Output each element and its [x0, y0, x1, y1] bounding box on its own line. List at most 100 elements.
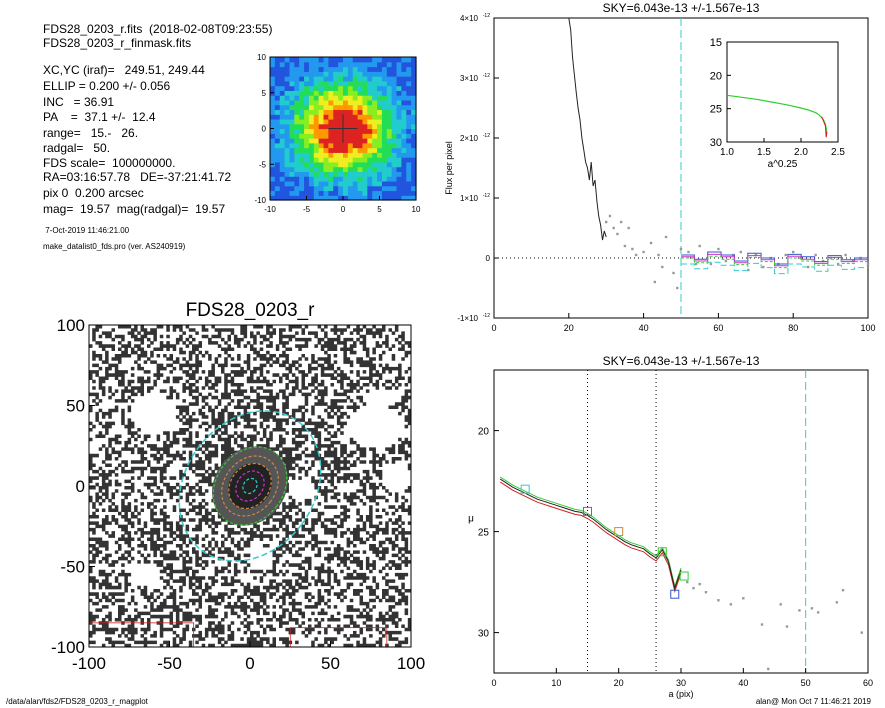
heatmap-cell — [347, 71, 354, 77]
heatmap-cell — [299, 180, 305, 187]
heatmap-cell — [401, 104, 407, 111]
heatmap-ytick-label: 0 — [262, 125, 267, 134]
heatmap-cell — [318, 57, 325, 63]
heatmap-cell — [299, 176, 305, 182]
heatmap-cell — [352, 128, 359, 134]
heatmap-cell — [381, 195, 388, 201]
heatmap-cell — [318, 104, 325, 111]
heatmap-xtick-label: 5 — [377, 205, 382, 214]
heatmap-cell — [347, 152, 354, 158]
heatmap-cell — [352, 190, 359, 196]
heatmap-cell — [406, 104, 412, 111]
heatmap-cell — [357, 180, 364, 187]
heatmap-cell — [401, 157, 407, 163]
heatmap-cell — [338, 76, 344, 82]
flux-data-point — [739, 250, 743, 254]
heatmap-cell — [396, 152, 402, 158]
mu-data-point — [816, 611, 820, 614]
heatmap-cell — [391, 157, 398, 163]
heatmap-cell — [304, 66, 310, 72]
heatmap-cell — [386, 95, 393, 101]
heatmap-cell — [411, 190, 417, 196]
heatmap-cell — [313, 147, 320, 153]
heatmap-cell — [362, 114, 368, 120]
heatmap-cell — [304, 80, 310, 87]
heatmap-cell — [338, 171, 344, 177]
flux-data-point — [747, 268, 750, 272]
heatmap-cell — [352, 180, 359, 187]
heatmap-cell — [386, 85, 393, 91]
header-param-6: FDS scale= 100000000. — [43, 156, 176, 170]
heatmap-cell — [352, 71, 359, 77]
mu-data-point — [835, 601, 839, 604]
heatmap-cell — [372, 104, 378, 111]
heatmap-cell — [284, 71, 291, 77]
heatmap-cell — [328, 80, 334, 87]
heatmap-cell — [367, 114, 373, 120]
mu-xtick-label: 30 — [676, 678, 686, 688]
flux-data-point — [634, 253, 638, 257]
heatmap-cell — [304, 147, 310, 153]
heatmap-cell — [377, 109, 383, 115]
heatmap-cell — [381, 99, 388, 106]
heatmap-cell — [338, 99, 344, 106]
mu-ytick-label: 30 — [478, 629, 490, 640]
heatmap-cell — [270, 85, 276, 91]
heatmap-cell — [304, 71, 310, 77]
heatmap-cell — [391, 195, 398, 201]
heatmap-cell — [284, 133, 291, 139]
heatmap-cell — [362, 57, 368, 63]
mu-data-point — [798, 609, 801, 612]
heatmap-cell — [299, 147, 305, 153]
flux-ytick-label: 0 — [486, 254, 491, 263]
heatmap-cell — [294, 104, 300, 111]
heatmap-cell — [357, 128, 364, 134]
heatmap-cell — [338, 109, 344, 115]
heatmap-cell — [308, 80, 315, 87]
image-xtick-label: 0 — [245, 654, 254, 673]
heatmap-cell — [279, 85, 286, 91]
heatmap-cell — [299, 118, 305, 125]
heatmap-cell — [367, 123, 373, 130]
heatmap-cell — [289, 76, 295, 82]
heatmap-cell — [304, 190, 310, 196]
heatmap-cell — [333, 114, 339, 120]
mu-panel: SKY=6.043e-13 +/-1.567e-13 0 10 20 30 40 50 60 2… — [468, 354, 873, 699]
heatmap-cell — [391, 109, 398, 115]
heatmap-cell — [289, 180, 295, 187]
flux-step-series — [681, 261, 868, 275]
heatmap-cell — [323, 142, 329, 149]
heatmap-cell — [352, 133, 359, 139]
heatmap-cell — [279, 180, 286, 187]
heatmap-cell — [279, 61, 286, 68]
heatmap-cell — [377, 61, 383, 68]
inset-ytick-label: 30 — [710, 137, 722, 149]
heatmap-cell — [406, 166, 412, 172]
heatmap-cell — [391, 190, 398, 196]
heatmap-cell — [313, 114, 320, 120]
heatmap-cell — [274, 95, 281, 101]
heatmap-cell — [289, 118, 295, 125]
heatmap-cell — [362, 180, 368, 187]
heatmap-cell — [279, 166, 286, 172]
flux-data-point — [687, 250, 690, 254]
heatmap-cell — [381, 138, 388, 144]
heatmap-cell — [328, 85, 334, 91]
heatmap-cell — [279, 176, 286, 182]
heatmap-cell — [357, 118, 364, 125]
heatmap-cell — [362, 85, 368, 91]
heatmap-cell — [347, 166, 354, 172]
heatmap-cell — [304, 114, 310, 120]
heatmap-cell — [396, 99, 402, 106]
heatmap-cell — [347, 138, 354, 144]
heatmap-cell — [391, 95, 398, 101]
heatmap-cell — [270, 104, 276, 111]
heatmap-cell — [372, 95, 378, 101]
mu-xtick-label: 10 — [551, 678, 561, 688]
heatmap-cell — [333, 104, 339, 111]
heatmap-cell — [406, 195, 412, 201]
heatmap-cell — [357, 76, 364, 82]
heatmap-cell — [323, 147, 329, 153]
heatmap-cell — [377, 104, 383, 111]
heatmap-cell — [274, 166, 281, 172]
